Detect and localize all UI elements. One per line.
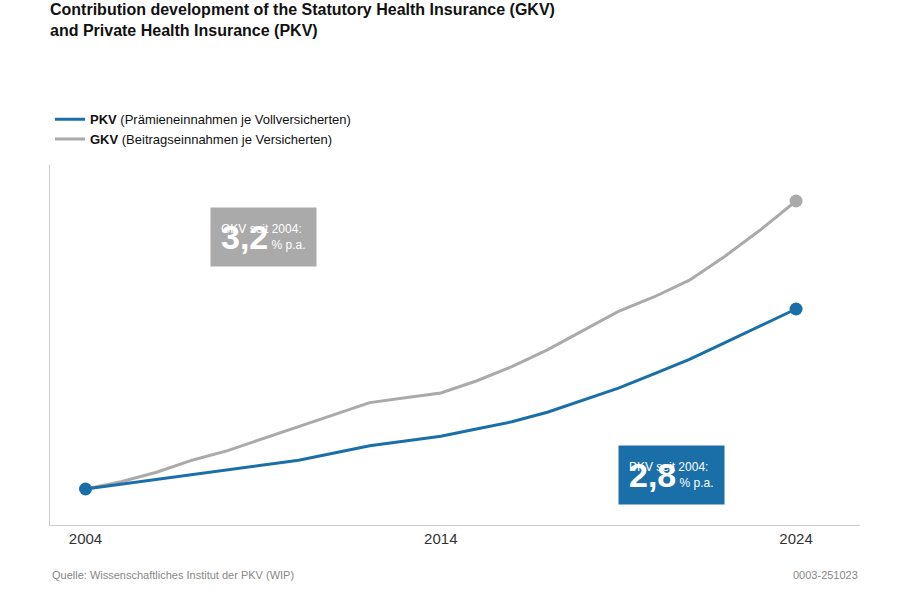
svg-text:Contribution development of th: Contribution development of the Statutor… bbox=[50, 1, 555, 39]
svg-text:Quelle: Wissenschaftliches Ins: Quelle: Wissenschaftliches Institut der … bbox=[52, 569, 294, 581]
svg-text:0003-251023: 0003-251023 bbox=[793, 569, 858, 581]
svg-text:2014: 2014 bbox=[424, 530, 457, 547]
svg-text:2004: 2004 bbox=[69, 530, 102, 547]
svg-text:GKV (Beitragseinnahmen je Vers: GKV (Beitragseinnahmen je Versicherten) bbox=[90, 132, 332, 147]
svg-text:2024: 2024 bbox=[779, 530, 812, 547]
svg-text:PKV seit 2004:2,8 % p.a.: PKV seit 2004:2,8 % p.a. bbox=[629, 456, 714, 494]
svg-text:GKV seit 2004:3,2 % p.a.: GKV seit 2004:3,2 % p.a. bbox=[221, 218, 306, 256]
svg-text:PKV (Prämieneinnahmen je Vollv: PKV (Prämieneinnahmen je Vollversicherte… bbox=[90, 112, 351, 127]
